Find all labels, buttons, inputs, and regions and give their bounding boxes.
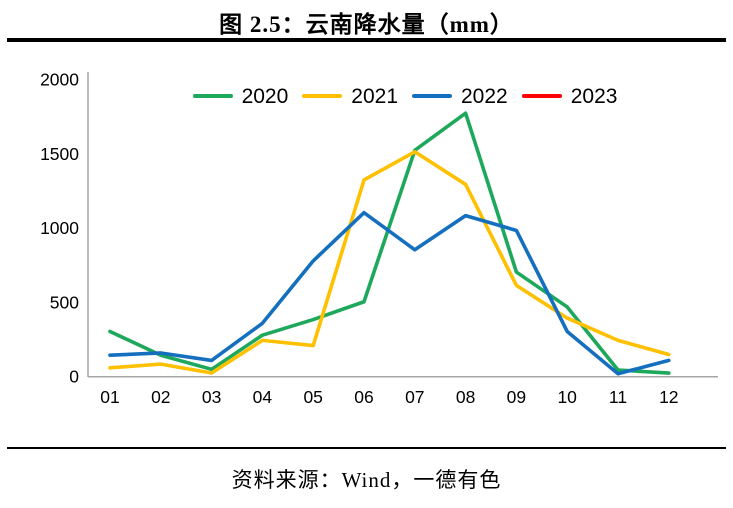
y-axis-tick-label: 2000 bbox=[40, 70, 79, 90]
x-axis-tick-label: 07 bbox=[405, 387, 424, 407]
x-axis-tick-label: 04 bbox=[253, 387, 273, 407]
x-axis-tick-label: 09 bbox=[507, 387, 526, 407]
series-line-2020 bbox=[108, 111, 671, 375]
legend-label: 2020 bbox=[241, 84, 289, 108]
x-axis-tick-label: 03 bbox=[202, 387, 221, 407]
x-axis-tick-label: 01 bbox=[100, 387, 119, 407]
legend-swatch bbox=[521, 93, 562, 99]
legend-label: 2023 bbox=[570, 84, 618, 108]
x-axis-tick-label: 05 bbox=[303, 387, 322, 407]
legend-swatch bbox=[412, 93, 452, 99]
y-axis-tick-label: 1000 bbox=[40, 218, 79, 238]
legend-item-2022: 2022 bbox=[412, 86, 508, 107]
legend-item-2021: 2021 bbox=[302, 86, 398, 107]
footer-divider bbox=[7, 447, 726, 449]
x-axis-tick-label: 11 bbox=[609, 387, 627, 407]
y-axis-tick-label: 500 bbox=[50, 292, 79, 312]
legend-label: 2022 bbox=[461, 84, 508, 108]
x-axis-tick-label: 08 bbox=[456, 387, 475, 407]
legend-swatch bbox=[192, 93, 233, 99]
chart-legend: 2020 2021 2022 2023 bbox=[88, 84, 722, 108]
legend-item-2020: 2020 bbox=[192, 84, 289, 108]
x-axis-tick-label: 02 bbox=[151, 387, 170, 407]
chart-title: 图 2.5：云南降水量（mm） bbox=[219, 12, 514, 37]
precipitation-line-chart: 0 500 1000 1500 2000 01 02 03 04 05 06 07 08 09 10 11 12 bbox=[40, 70, 718, 407]
y-axis-tick-label: 0 bbox=[69, 367, 79, 387]
source-note: 资料来源：Wind，一德有色 bbox=[231, 468, 502, 492]
series-line-2021 bbox=[108, 149, 671, 375]
y-axis-tick-label: 1500 bbox=[40, 144, 79, 164]
legend-swatch bbox=[302, 93, 343, 99]
x-axis-tick-label: 06 bbox=[354, 387, 373, 407]
legend-label: 2021 bbox=[351, 84, 398, 108]
title-divider bbox=[7, 38, 726, 42]
x-axis-tick-label: 10 bbox=[557, 387, 577, 407]
x-axis-tick-label: 12 bbox=[659, 387, 678, 407]
legend-item-2023: 2023 bbox=[521, 84, 618, 108]
series-line-2022 bbox=[108, 210, 671, 376]
